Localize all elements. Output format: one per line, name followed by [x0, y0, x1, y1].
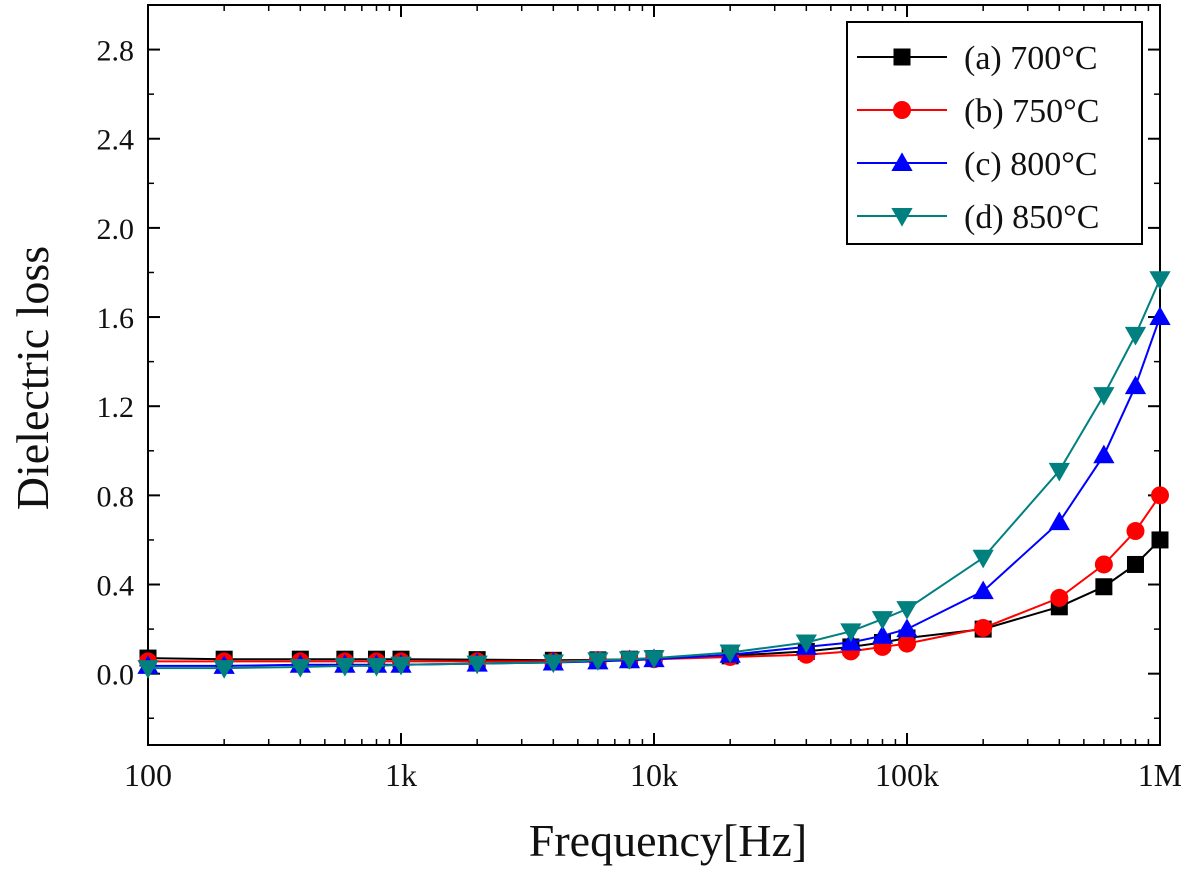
series-line — [148, 495, 1160, 661]
data-point — [1093, 445, 1114, 464]
y-tick-label: 2.4 — [97, 124, 135, 157]
data-point — [1127, 556, 1144, 573]
data-point — [896, 618, 917, 637]
legend-marker — [893, 101, 911, 119]
data-point — [896, 601, 917, 620]
data-point — [1126, 522, 1144, 540]
series-layer — [137, 271, 1170, 679]
data-point — [1152, 531, 1169, 548]
y-tick-label: 0.0 — [97, 659, 135, 692]
y-tick-label: 2.8 — [97, 35, 135, 68]
series-line — [148, 540, 1160, 660]
data-point — [1151, 486, 1169, 504]
data-point — [872, 611, 893, 630]
data-point — [1125, 376, 1146, 395]
series-line — [148, 279, 1160, 668]
series-line — [148, 317, 1160, 666]
x-tick-label: 100k — [875, 757, 939, 793]
legend-label: (a) 700°C — [964, 40, 1098, 77]
y-axis-label: Dielectric loss — [7, 246, 58, 510]
data-point — [1149, 306, 1170, 325]
legend: (a) 700°C (b) 750°C (c) 800°C (d) 850°C — [847, 22, 1142, 244]
legend-marker — [894, 49, 911, 66]
data-point — [1095, 578, 1112, 595]
data-point — [1149, 271, 1170, 290]
x-tick-label: 100 — [124, 757, 172, 793]
y-tick-label: 0.4 — [97, 570, 135, 603]
data-point — [898, 635, 916, 653]
y-tick-label: 1.6 — [97, 302, 135, 335]
y-tick-label: 0.8 — [97, 480, 135, 513]
y-tick-label: 2.0 — [97, 213, 135, 246]
x-tick-label: 10k — [630, 757, 678, 793]
x-tick-label: 1M — [1138, 757, 1181, 793]
data-point — [974, 619, 992, 637]
series-4 — [137, 271, 1170, 679]
legend-label: (d) 850°C — [964, 199, 1099, 236]
data-point — [1125, 327, 1146, 346]
x-tick-label: 1k — [385, 757, 417, 793]
data-point — [973, 550, 994, 569]
legend-label: (b) 750°C — [964, 93, 1099, 130]
x-axis-label: Frequency[Hz] — [529, 815, 807, 866]
y-tick-label: 1.2 — [97, 391, 135, 424]
data-point — [1049, 511, 1070, 530]
legend-label: (c) 800°C — [964, 146, 1098, 183]
series-2 — [139, 486, 1169, 670]
data-point — [1050, 589, 1068, 607]
data-point — [1093, 387, 1114, 406]
series-1 — [140, 531, 1169, 668]
data-point — [1095, 555, 1113, 573]
